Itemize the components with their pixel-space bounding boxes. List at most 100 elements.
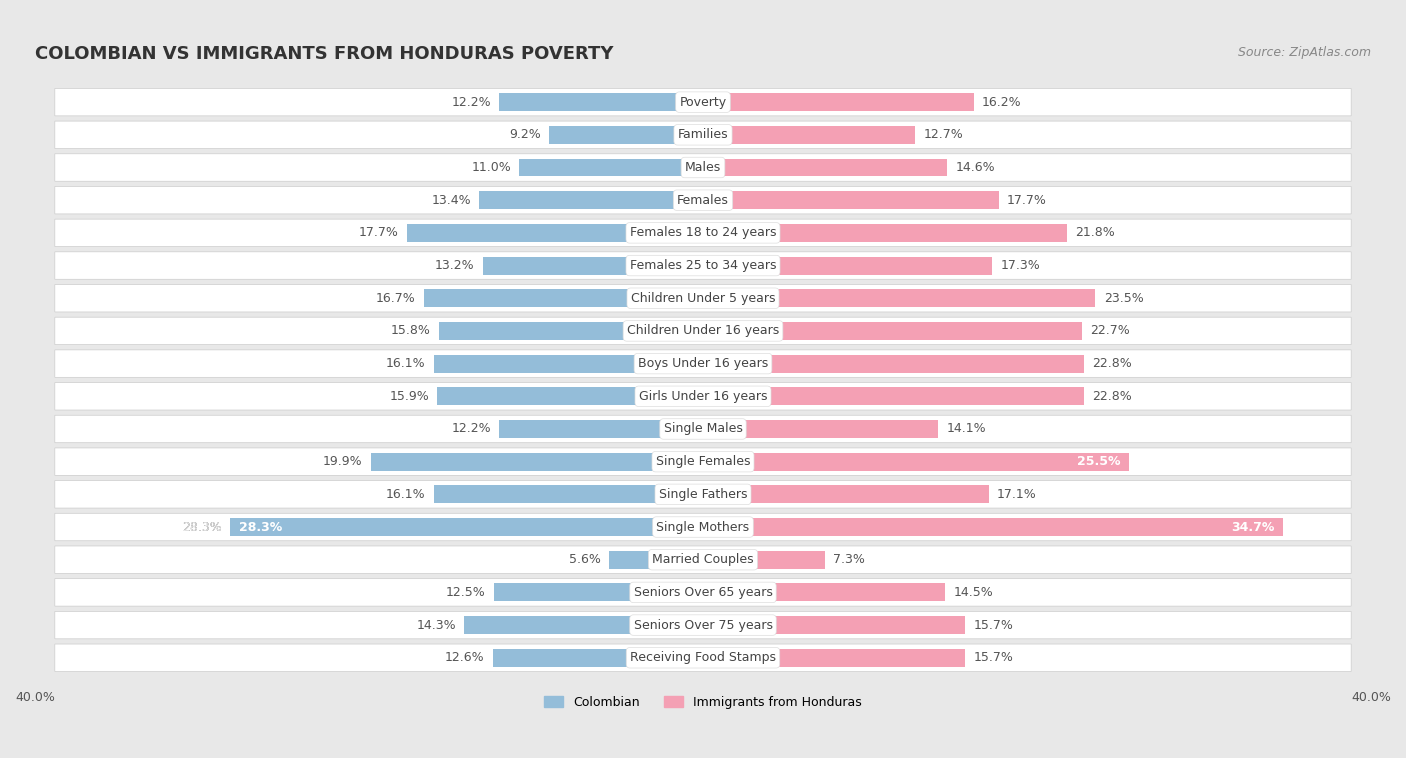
Bar: [703, 551, 825, 568]
Text: 22.7%: 22.7%: [1091, 324, 1130, 337]
Bar: [703, 256, 993, 274]
Text: Single Fathers: Single Fathers: [659, 488, 747, 501]
FancyBboxPatch shape: [55, 317, 1351, 345]
Bar: [703, 355, 1084, 373]
Text: Females 25 to 34 years: Females 25 to 34 years: [630, 259, 776, 272]
Text: Families: Families: [678, 128, 728, 141]
Text: 11.0%: 11.0%: [471, 161, 510, 174]
Bar: [703, 649, 965, 667]
Bar: [703, 126, 915, 144]
FancyBboxPatch shape: [55, 513, 1351, 540]
Bar: [703, 93, 973, 111]
Text: 12.2%: 12.2%: [451, 96, 491, 108]
Text: 28.3%: 28.3%: [239, 521, 283, 534]
Bar: [499, 420, 703, 438]
Text: 12.5%: 12.5%: [446, 586, 486, 599]
Text: 17.7%: 17.7%: [1007, 194, 1047, 207]
Bar: [703, 322, 1083, 340]
Text: 14.5%: 14.5%: [953, 586, 993, 599]
Text: Married Couples: Married Couples: [652, 553, 754, 566]
Bar: [437, 387, 703, 406]
Bar: [703, 453, 1129, 471]
Bar: [703, 485, 988, 503]
Text: 12.2%: 12.2%: [451, 422, 491, 436]
Text: 17.3%: 17.3%: [1000, 259, 1040, 272]
Bar: [550, 126, 703, 144]
Text: 13.2%: 13.2%: [434, 259, 474, 272]
Text: Single Females: Single Females: [655, 455, 751, 468]
Bar: [482, 256, 703, 274]
Bar: [464, 616, 703, 634]
FancyBboxPatch shape: [55, 154, 1351, 181]
Text: 12.7%: 12.7%: [924, 128, 963, 141]
Text: Seniors Over 65 years: Seniors Over 65 years: [634, 586, 772, 599]
Bar: [703, 191, 998, 209]
Text: Girls Under 16 years: Girls Under 16 years: [638, 390, 768, 402]
Bar: [434, 355, 703, 373]
Bar: [492, 649, 703, 667]
Text: Boys Under 16 years: Boys Under 16 years: [638, 357, 768, 370]
Text: Single Males: Single Males: [664, 422, 742, 436]
FancyBboxPatch shape: [55, 284, 1351, 312]
Text: 14.6%: 14.6%: [955, 161, 995, 174]
FancyBboxPatch shape: [55, 546, 1351, 574]
Text: 22.8%: 22.8%: [1092, 357, 1132, 370]
Text: 28.3%: 28.3%: [183, 521, 222, 534]
Bar: [703, 518, 1282, 536]
Text: 5.6%: 5.6%: [569, 553, 602, 566]
Bar: [434, 485, 703, 503]
Text: 21.8%: 21.8%: [1076, 227, 1115, 240]
Text: Children Under 16 years: Children Under 16 years: [627, 324, 779, 337]
Text: 17.1%: 17.1%: [997, 488, 1036, 501]
Text: 25.5%: 25.5%: [1077, 455, 1121, 468]
Bar: [519, 158, 703, 177]
FancyBboxPatch shape: [55, 186, 1351, 214]
Text: 15.8%: 15.8%: [391, 324, 430, 337]
Legend: Colombian, Immigrants from Honduras: Colombian, Immigrants from Honduras: [538, 691, 868, 714]
Bar: [408, 224, 703, 242]
FancyBboxPatch shape: [55, 219, 1351, 246]
Text: Seniors Over 75 years: Seniors Over 75 years: [634, 619, 772, 631]
Text: COLOMBIAN VS IMMIGRANTS FROM HONDURAS POVERTY: COLOMBIAN VS IMMIGRANTS FROM HONDURAS PO…: [35, 45, 613, 64]
FancyBboxPatch shape: [55, 383, 1351, 410]
Text: 7.3%: 7.3%: [834, 553, 865, 566]
Bar: [231, 518, 703, 536]
Text: 16.7%: 16.7%: [375, 292, 416, 305]
Text: Single Mothers: Single Mothers: [657, 521, 749, 534]
FancyBboxPatch shape: [55, 415, 1351, 443]
Bar: [495, 584, 703, 601]
Bar: [479, 191, 703, 209]
Bar: [371, 453, 703, 471]
Bar: [703, 224, 1067, 242]
Bar: [499, 93, 703, 111]
Text: 9.2%: 9.2%: [509, 128, 541, 141]
FancyBboxPatch shape: [55, 578, 1351, 606]
FancyBboxPatch shape: [55, 448, 1351, 475]
Text: Source: ZipAtlas.com: Source: ZipAtlas.com: [1239, 46, 1371, 59]
Text: 17.7%: 17.7%: [359, 227, 399, 240]
Bar: [425, 290, 703, 307]
FancyBboxPatch shape: [55, 481, 1351, 508]
FancyBboxPatch shape: [55, 252, 1351, 279]
Text: 15.7%: 15.7%: [973, 651, 1014, 664]
FancyBboxPatch shape: [55, 644, 1351, 672]
Bar: [703, 616, 965, 634]
Text: Children Under 5 years: Children Under 5 years: [631, 292, 775, 305]
Bar: [703, 584, 945, 601]
Text: 16.2%: 16.2%: [981, 96, 1022, 108]
Bar: [703, 158, 946, 177]
Bar: [703, 290, 1095, 307]
Bar: [703, 387, 1084, 406]
Text: 28.3%: 28.3%: [183, 521, 222, 534]
FancyBboxPatch shape: [55, 89, 1351, 116]
Text: 34.7%: 34.7%: [1230, 521, 1274, 534]
Text: Poverty: Poverty: [679, 96, 727, 108]
Bar: [703, 420, 938, 438]
Text: Receiving Food Stamps: Receiving Food Stamps: [630, 651, 776, 664]
Text: 14.3%: 14.3%: [416, 619, 456, 631]
Text: 15.7%: 15.7%: [973, 619, 1014, 631]
Bar: [609, 551, 703, 568]
Text: 15.9%: 15.9%: [389, 390, 429, 402]
Text: Females 18 to 24 years: Females 18 to 24 years: [630, 227, 776, 240]
Text: Females: Females: [678, 194, 728, 207]
